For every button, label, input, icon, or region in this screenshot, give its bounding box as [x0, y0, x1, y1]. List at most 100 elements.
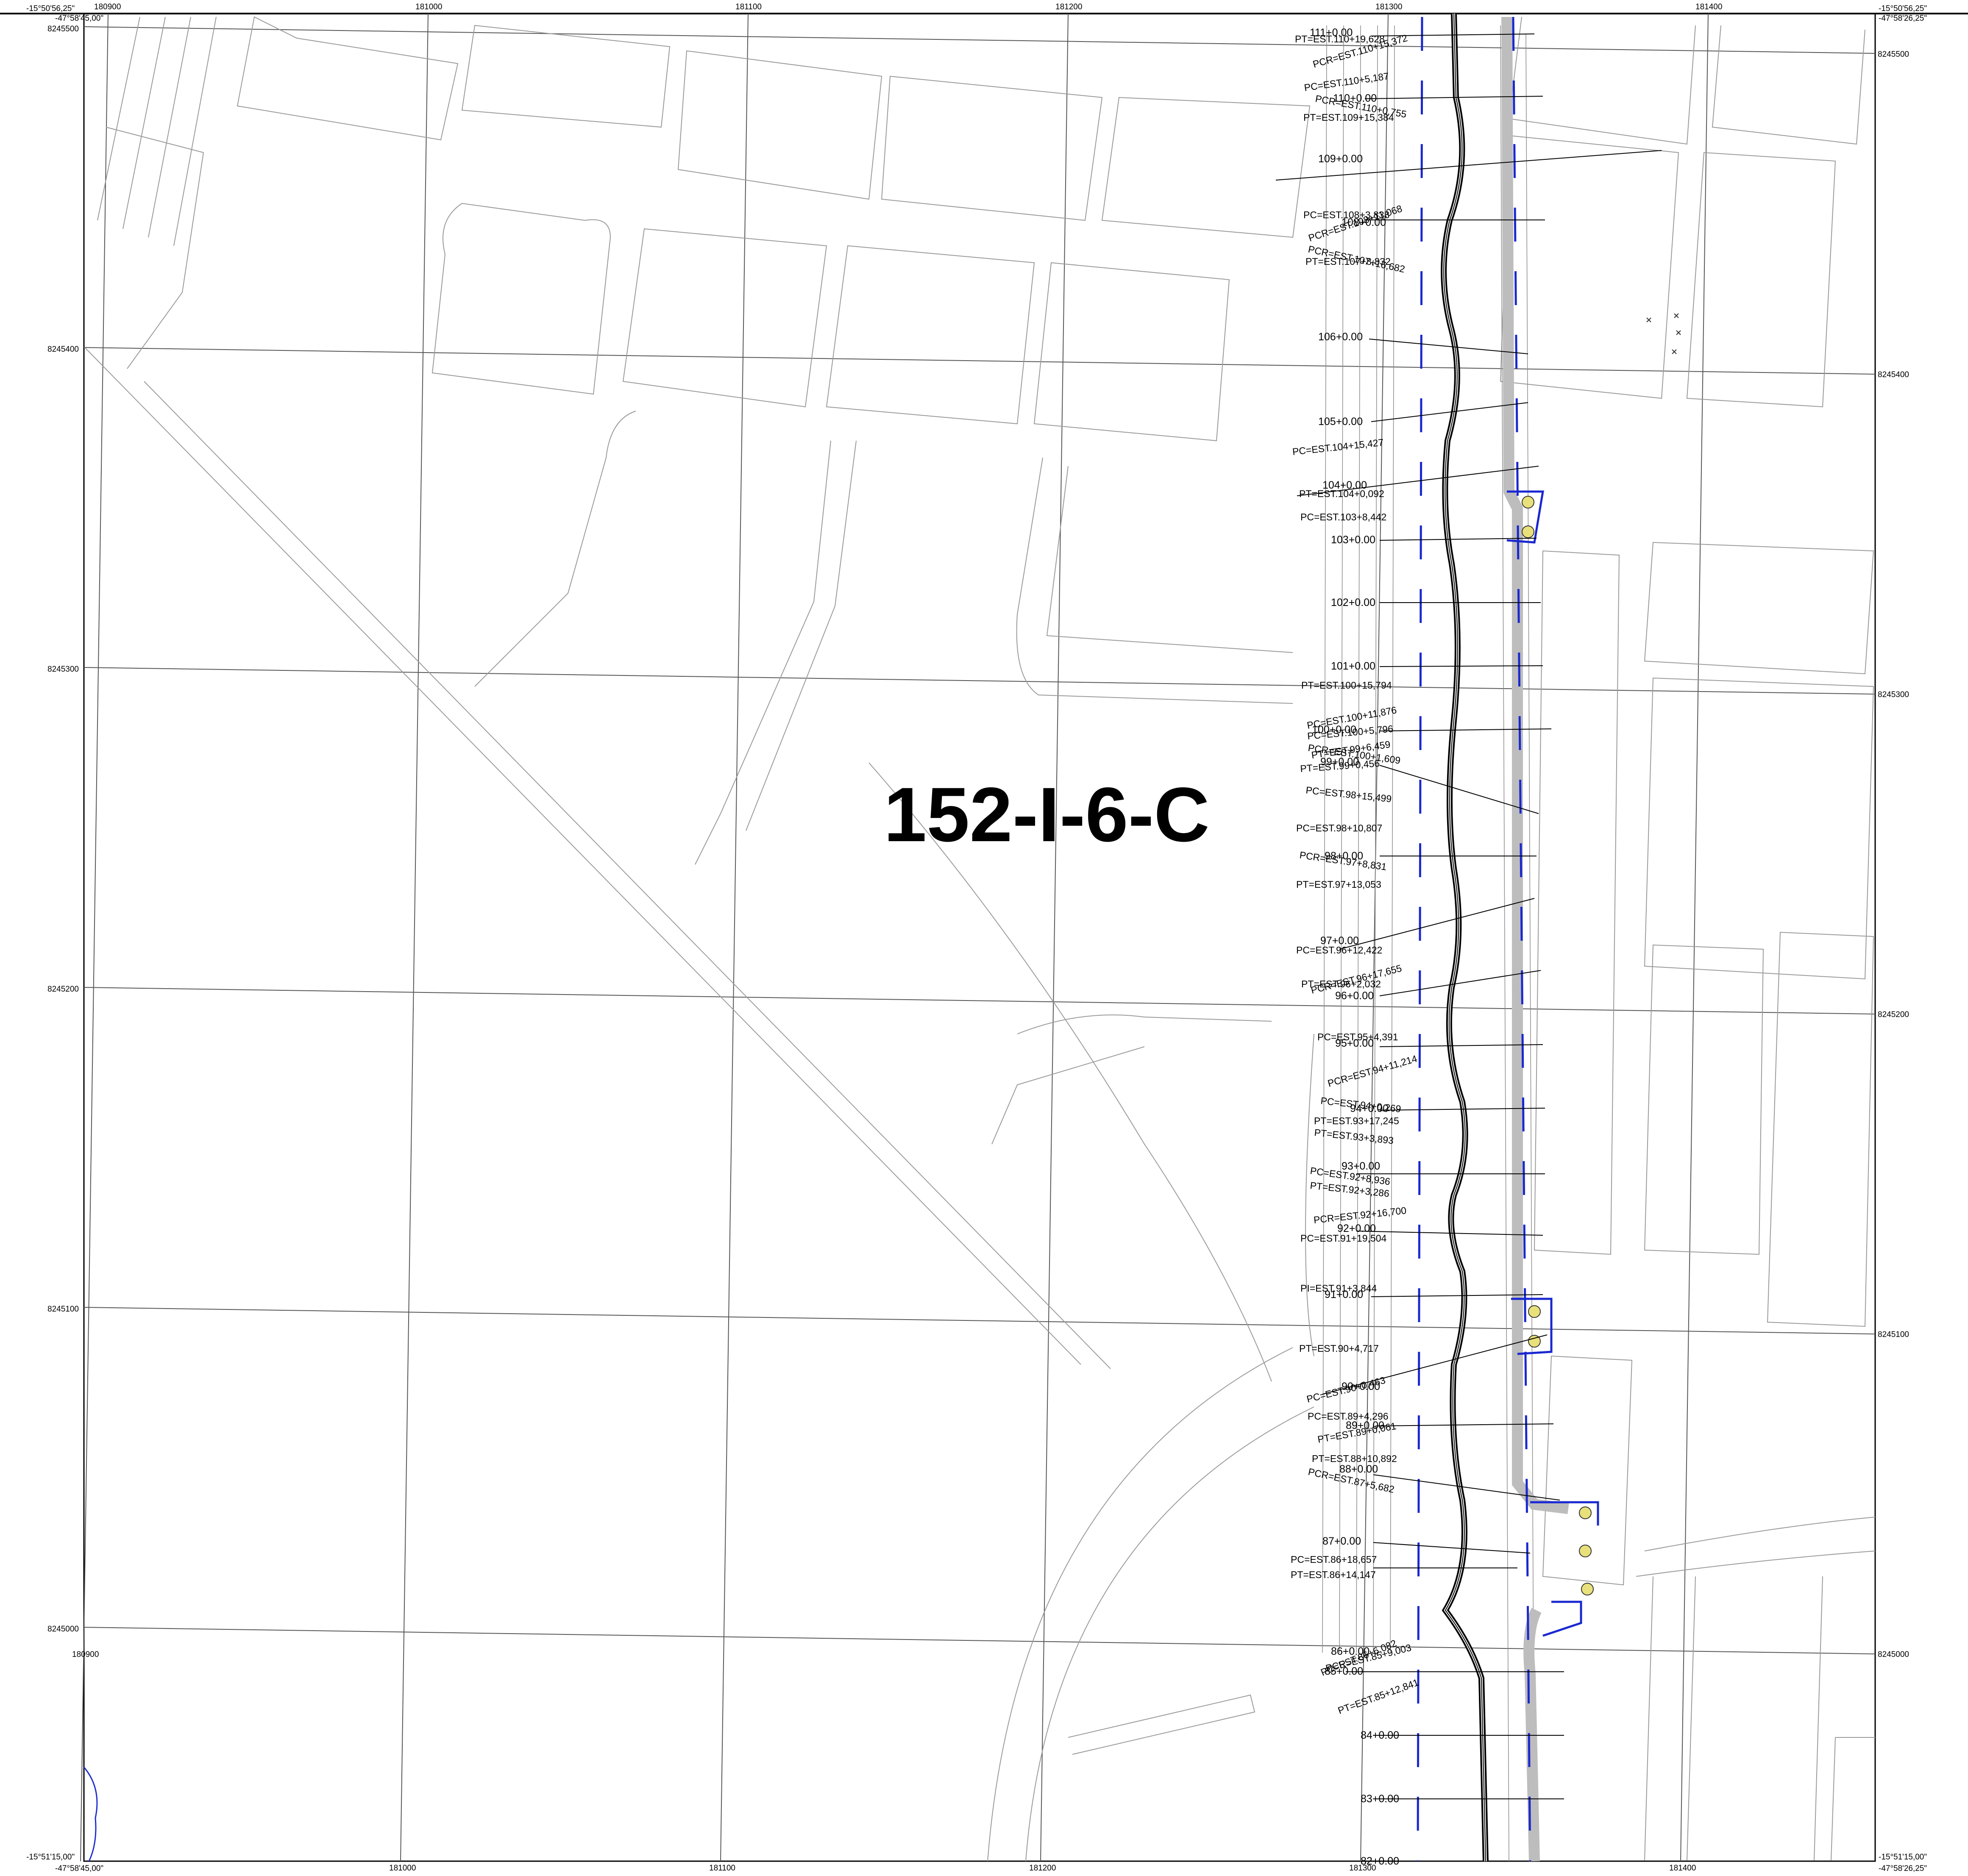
corner-bottom-right-lat: -15°51'15,00"	[1879, 1853, 1927, 1862]
urban-blocks	[97, 16, 1876, 1862]
curve-label: PT=EST.104+0,092	[1299, 488, 1384, 499]
curve-label: PT=EST.93+17,245	[1314, 1115, 1399, 1126]
sheet-title: 152-I-6-C	[884, 771, 1210, 858]
platform-strip	[1501, 17, 1569, 1862]
curve-label: PT=EST.93+3,893	[1314, 1127, 1394, 1146]
corner-bottom-left-lon: -47°58'45,00"	[55, 1864, 103, 1873]
northing-left-label: 8245100	[47, 1305, 79, 1314]
easting-top-label: 181300	[1375, 3, 1402, 11]
station-label: 94+0.00	[1350, 1103, 1389, 1114]
curve-label: PT=EST.85+12,841	[1336, 1677, 1420, 1716]
curve-label: PT=EST.100+15,794	[1301, 680, 1392, 691]
station-label: 111+0.00	[1310, 27, 1353, 39]
curve-label: PC=EST.103+8,442	[1300, 511, 1386, 523]
northing-right-label: 8245100	[1878, 1330, 1909, 1339]
curve-label: PC=EST.96+12,422	[1296, 945, 1382, 956]
station-label: 96+0.00	[1335, 990, 1374, 1002]
map-frame	[83, 13, 1876, 1862]
curve-point-labels: PT=EST.110+19,628 PCR=EST.110+15,372 PC=…	[1291, 32, 1420, 1716]
curve-label: PT=EST.90+4,717	[1299, 1343, 1379, 1354]
corner-top-left-lon: -47°58'45,00"	[55, 14, 103, 23]
curve-label: PI=EST.91+3,844	[1300, 1283, 1377, 1294]
inner-easting-label: 180900	[72, 1650, 99, 1659]
water-boundary	[83, 1767, 98, 1862]
utm-grid	[80, 13, 1876, 1862]
corner-top-right-lat: -15°50'56,25"	[1879, 4, 1927, 13]
station-label: 98+0.00	[1325, 850, 1363, 862]
curve-label: PT=EST.109+15,384	[1303, 112, 1394, 123]
station-label: 100+0.00	[1312, 724, 1356, 736]
station-labels: 111+0.00 110+0.00 109+0.00 108+0.00 106+…	[1310, 27, 1399, 1867]
station-label: 101+0.00	[1331, 660, 1375, 672]
easting-top-label: 181000	[415, 3, 442, 11]
easting-bottom-label: 181200	[1029, 1864, 1056, 1873]
corner-bottom-left-lat: -15°51'15,00"	[26, 1853, 75, 1862]
station-label: 82+0.00	[1361, 1855, 1399, 1867]
easting-bottom-label: 181300	[1349, 1864, 1376, 1873]
curve-label: PC=EST.86+18,657	[1291, 1554, 1377, 1565]
easting-bottom-label: 181400	[1669, 1864, 1696, 1873]
easting-top-label: 181100	[735, 3, 762, 11]
curve-label: PT=EST.86+14,147	[1291, 1569, 1376, 1580]
northing-right-label: 8245300	[1878, 690, 1909, 699]
station-label: 106+0.00	[1318, 331, 1363, 343]
curve-label: PC=EST.110+5,187	[1303, 70, 1389, 93]
northing-left-label: 8245500	[47, 25, 79, 33]
station-label: 91+0.00	[1325, 1289, 1363, 1301]
easting-bottom-label: 181100	[709, 1864, 735, 1873]
rail-alignment	[1441, 13, 1489, 1862]
easting-top-label: 181400	[1695, 3, 1722, 11]
station-label: 89+0.00	[1346, 1420, 1384, 1431]
corner-bottom-right-lon: -47°58'26,25"	[1879, 1864, 1927, 1873]
curve-label: PT=EST.88+10,892	[1312, 1453, 1397, 1464]
corridor-offsets	[1322, 25, 1535, 1862]
station-label: 84+0.00	[1361, 1729, 1399, 1741]
station-label: 92+0.00	[1337, 1223, 1376, 1234]
blue-dashed-lines	[1417, 17, 1599, 1862]
station-label: 87+0.00	[1322, 1535, 1361, 1547]
station-label: 99+0.00	[1320, 756, 1359, 768]
corner-top-left-lat: -15°50'56,25"	[26, 4, 75, 13]
curve-label: PT=EST.110+19,628	[1295, 33, 1385, 44]
station-label: 85+0.00	[1325, 1665, 1363, 1677]
station-label: 90+0.00	[1342, 1381, 1380, 1392]
northing-left-label: 8245400	[47, 345, 79, 354]
corner-top-right-lon: -47°58'26,25"	[1879, 14, 1927, 23]
northing-left-label: 8245000	[47, 1625, 79, 1634]
tree-symbols	[1646, 313, 1681, 354]
northing-right-label: 8245000	[1878, 1650, 1909, 1659]
easting-top-label: 180900	[94, 3, 121, 11]
curve-label: PC=EST.98+10,807	[1296, 823, 1382, 834]
station-label: 95+0.00	[1335, 1037, 1374, 1049]
station-label: 83+0.00	[1361, 1793, 1399, 1805]
station-label: 104+0.00	[1322, 479, 1367, 491]
curve-label: PT=EST.97+13,053	[1296, 879, 1381, 890]
easting-top-label: 181200	[1055, 3, 1082, 11]
station-label: 109+0.00	[1318, 153, 1363, 165]
northing-left-label: 8245200	[47, 985, 79, 994]
station-label: 102+0.00	[1331, 597, 1375, 609]
curve-label: PC=EST.91+19,504	[1300, 1233, 1387, 1244]
station-ticks	[1275, 33, 1662, 1799]
station-label: 110+0.00	[1333, 92, 1377, 104]
curve-label: PC=EST.104+15,427	[1292, 437, 1384, 457]
station-label: 88+0.00	[1339, 1463, 1378, 1475]
station-label: 105+0.00	[1318, 416, 1363, 428]
station-label: 93+0.00	[1342, 1160, 1380, 1172]
northing-right-label: 8245400	[1878, 370, 1909, 379]
diagonal-road	[84, 347, 1111, 1369]
easting-bottom-label: 181000	[389, 1864, 416, 1873]
northing-left-label: 8245300	[47, 665, 79, 674]
station-markers	[1522, 496, 1594, 1595]
curve-label: PC=EST.89+4,296	[1308, 1411, 1389, 1422]
station-label: 97+0.00	[1320, 935, 1359, 947]
station-label: 108+0.00	[1342, 217, 1386, 228]
northing-right-label: 8245200	[1878, 1010, 1909, 1019]
curve-label: PC=EST.98+15,499	[1305, 784, 1392, 804]
station-label: 103+0.00	[1331, 534, 1375, 546]
northing-right-label: 8245500	[1878, 50, 1909, 59]
curve-label: PC=EST.95+4,391	[1317, 1031, 1398, 1042]
curve-label: PC=EST.108+3,838	[1303, 209, 1389, 220]
curve-label: PT=EST.107+8,832	[1306, 256, 1391, 267]
